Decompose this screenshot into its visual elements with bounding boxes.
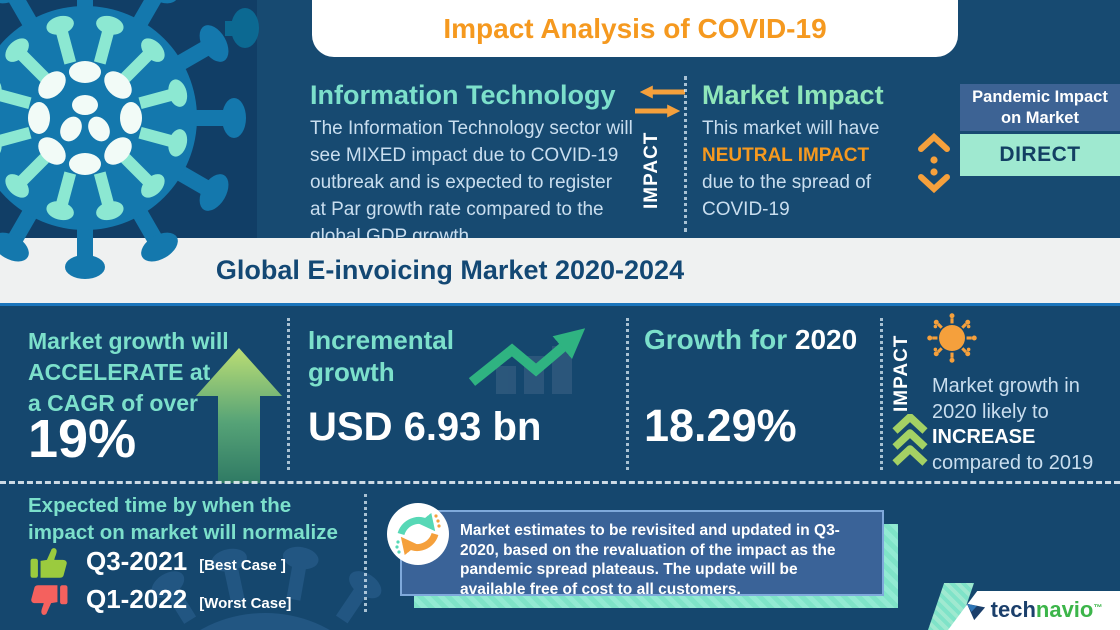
brand-text: technavio™ [991,599,1103,622]
market-impact-line1: This market will have [702,118,880,139]
market-title: Global E-invoicing Market 2020-2024 [215,255,685,285]
thumbs-down-icon [31,585,68,615]
market-impact-description: This market will have NEUTRAL IMPACT due… [702,115,879,223]
cagr-value: 19% [28,409,137,469]
note-text: Market estimates to be revisited and upd… [400,510,884,598]
growth-2020-label: Growth for 2020 [644,324,857,356]
increase-highlight: INCREASE [932,426,1036,448]
outlook-pre: Market growth in 2020 likely to [932,375,1080,423]
stats-divider-2 [626,318,629,470]
growth-2020-label-year: 2020 [794,324,858,355]
impact-label-vertical: IMPACT [641,131,662,209]
dashed-separator [0,481,1120,484]
sector-heading: Information Technology [310,80,616,110]
incremental-growth-label: Incremental growth [308,325,454,387]
bottom-divider [364,494,367,612]
thumbs-up-icon [30,548,67,578]
virus-icon [926,312,978,364]
market-impact-rest: due to the spread of COVID-19 [702,172,872,220]
growth-2020-value: 18.29% [644,400,797,451]
up-arrow-icon [196,348,282,483]
brand-suffix: navio [1035,597,1094,622]
diverge-arrows-icon [918,132,950,194]
best-case-row: Q3-2021 [Best Case ] [86,546,286,577]
worst-case-row: Q1-2022 [Worst Case] [86,584,291,615]
market-impact-heading: Market Impact [702,80,884,110]
impact-label-vertical-2: IMPACT [891,334,912,412]
outlook-text: Market growth in 2020 likely to INCREASE… [932,374,1093,476]
growth-chart-icon [468,328,586,394]
outlook-post: compared to 2019 [932,451,1094,474]
note-refresh-icon [387,503,449,565]
technavio-logo: technavio™ [948,591,1120,630]
worst-case-value: Q1-2022 [86,584,188,614]
incremental-growth-value: USD 6.93 bn [308,405,542,449]
title-strip: Global E-invoicing Market 2020-2024 [0,238,1120,306]
swap-arrows-icon [635,85,685,118]
stats-divider-1 [287,318,290,470]
top-divider [684,76,687,232]
banner-title: Impact Analysis of COVID-19 [312,0,958,57]
normalize-heading: Expected time by when the impact on mark… [28,494,338,544]
trademark: ™ [1093,602,1103,613]
technavio-arrow-icon [966,603,985,620]
growth-2020-label-prefix: Growth for [644,324,795,355]
pandemic-impact-value: DIRECT [960,134,1120,176]
best-case-value: Q3-2021 [86,546,188,576]
sector-description: The Information Technology sector will s… [310,118,633,247]
neutral-impact-highlight: NEUTRAL IMPACT [702,145,870,166]
cagr-lead: Market growth will ACCELERATE at a CAGR … [28,328,229,416]
worst-case-tag: [Worst Case] [199,595,292,612]
best-case-tag: [Best Case ] [199,557,286,574]
stats-divider-3 [880,318,883,470]
background-virus-icon [146,544,387,630]
brand-prefix: tech [990,597,1036,622]
virus-illustration-icon [0,0,259,279]
chevrons-up-icon [892,414,928,466]
pandemic-impact-label: Pandemic Impact on Market [960,84,1120,131]
